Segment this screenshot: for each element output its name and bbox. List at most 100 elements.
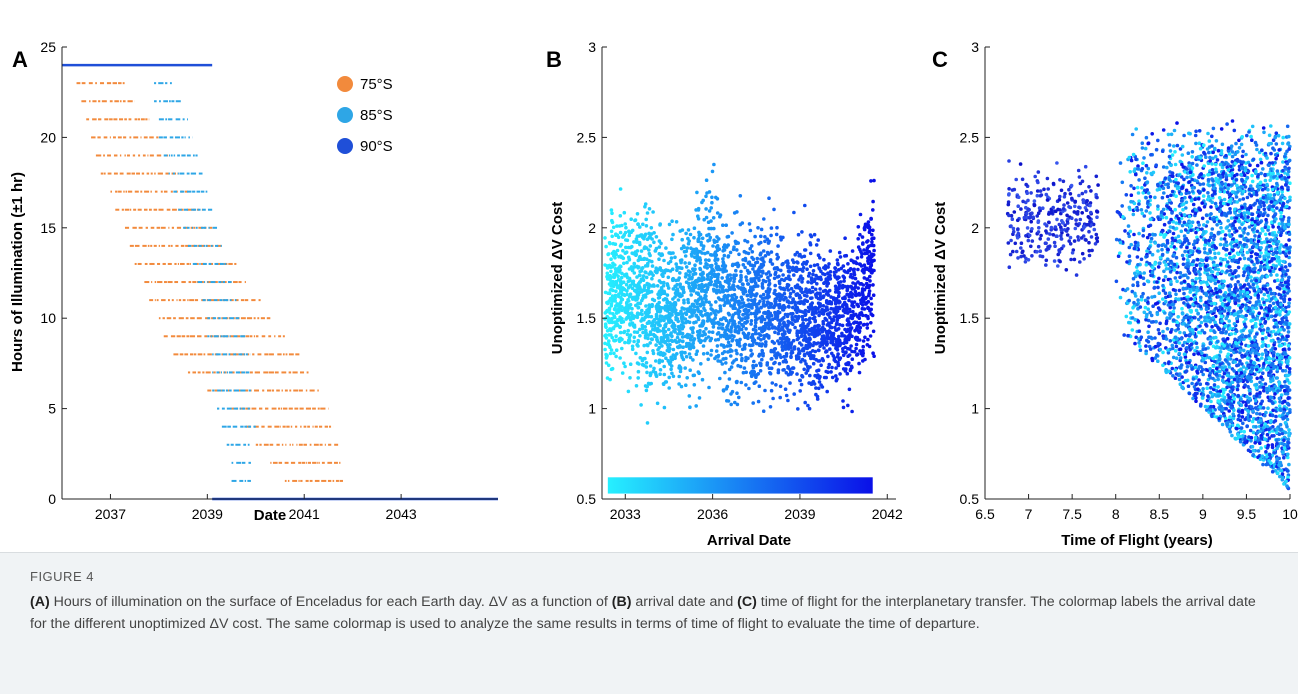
data-point (834, 266, 838, 270)
data-point (843, 269, 847, 273)
panel-b-y-tick-label: 2.5 (577, 129, 597, 145)
data-point (870, 259, 874, 263)
data-point (860, 311, 864, 315)
data-point (777, 368, 781, 372)
data-point (1162, 278, 1166, 282)
data-point (740, 328, 744, 332)
data-point (797, 233, 801, 237)
data-point (660, 286, 664, 290)
data-point (841, 347, 845, 351)
data-point (836, 352, 840, 356)
data-point (670, 238, 674, 242)
data-point (859, 213, 863, 217)
data-point (727, 282, 731, 286)
data-point (670, 372, 674, 376)
data-point (613, 272, 617, 276)
data-point (829, 249, 833, 253)
data-point (709, 264, 713, 268)
data-point (858, 263, 862, 267)
data-point (1264, 336, 1268, 340)
data-point (604, 333, 608, 337)
data-point (858, 371, 862, 375)
data-point (839, 255, 843, 259)
data-point (693, 305, 697, 309)
data-point (1087, 230, 1091, 234)
data-point (796, 334, 800, 338)
data-point (870, 302, 874, 306)
data-point (772, 208, 776, 212)
data-point (1058, 208, 1062, 212)
data-point (714, 280, 718, 284)
data-point (689, 233, 693, 237)
data-point (833, 274, 837, 278)
data-point (763, 311, 767, 315)
data-point (678, 332, 682, 336)
data-point (606, 253, 610, 257)
data-point (749, 322, 753, 326)
data-point (729, 251, 733, 255)
data-point (1053, 259, 1057, 263)
data-point (781, 348, 785, 352)
data-point (699, 261, 703, 265)
data-point (828, 274, 832, 278)
panel-b-y-tick-label: 0.5 (577, 491, 597, 507)
data-point (718, 298, 722, 302)
data-point (818, 359, 822, 363)
data-point (1136, 255, 1140, 259)
panel-b-x-tick-label: 2039 (784, 506, 815, 522)
data-point (1028, 234, 1032, 238)
data-point (862, 297, 866, 301)
data-point (794, 320, 798, 324)
data-point (693, 374, 697, 378)
data-point (721, 223, 725, 227)
data-point (736, 308, 740, 312)
data-point (829, 370, 833, 374)
data-point (692, 289, 696, 293)
data-point (814, 393, 818, 397)
data-point (721, 352, 725, 356)
data-point (671, 277, 675, 281)
data-point (694, 404, 698, 408)
data-point (688, 405, 692, 409)
data-point (782, 360, 786, 364)
data-point (846, 354, 850, 358)
data-point (1063, 195, 1067, 199)
data-point (863, 226, 867, 230)
data-point (652, 367, 656, 371)
data-point (784, 387, 788, 391)
data-point (801, 375, 805, 379)
data-point (735, 330, 739, 334)
data-point (824, 376, 828, 380)
data-point (722, 388, 726, 392)
data-point (707, 258, 711, 262)
data-point (743, 347, 747, 351)
data-point (758, 300, 762, 304)
data-point (1067, 188, 1071, 192)
data-point (638, 334, 642, 338)
data-point (1050, 226, 1054, 230)
data-point (622, 361, 626, 365)
data-point (841, 297, 845, 301)
data-point (684, 321, 688, 325)
data-point (725, 399, 729, 403)
data-point (677, 375, 681, 379)
data-point (608, 327, 612, 331)
data-point (1051, 206, 1055, 210)
data-point (775, 356, 779, 360)
data-point (1156, 286, 1160, 290)
data-point (640, 249, 644, 253)
data-point (792, 366, 796, 370)
data-point (850, 350, 854, 354)
data-point (1089, 189, 1093, 193)
data-point (653, 299, 657, 303)
data-point (1069, 242, 1073, 246)
data-point (618, 268, 622, 272)
data-point (795, 372, 799, 376)
data-point (862, 323, 866, 327)
data-point (699, 241, 703, 245)
data-point (744, 383, 748, 387)
data-point (764, 280, 768, 284)
data-point (826, 370, 830, 374)
data-point (1253, 234, 1257, 238)
